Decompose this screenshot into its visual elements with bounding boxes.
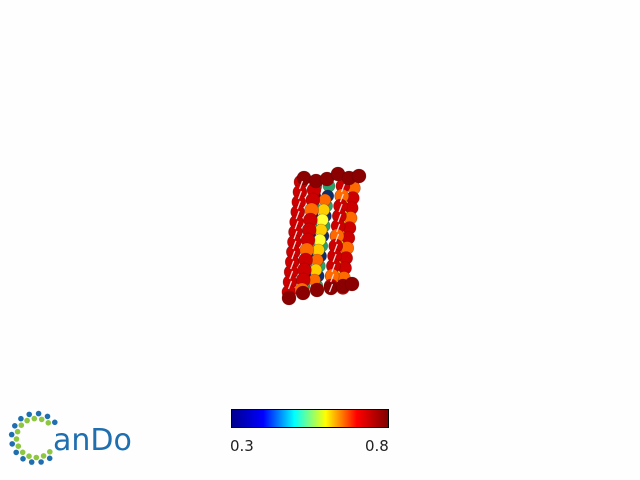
bottom-bead bbox=[344, 276, 360, 292]
logo-bead bbox=[18, 415, 24, 422]
top-bead bbox=[296, 170, 312, 186]
bond-tick bbox=[337, 213, 342, 223]
bond-tick bbox=[328, 283, 334, 293]
bond-tick bbox=[340, 183, 346, 193]
cando-logo: anDo bbox=[8, 404, 138, 474]
logo-bead bbox=[9, 441, 15, 447]
bond-tick bbox=[332, 253, 337, 263]
logo-bead bbox=[40, 453, 47, 459]
logo-bead bbox=[15, 443, 22, 449]
logo-bead bbox=[20, 456, 26, 462]
top-bead bbox=[351, 168, 367, 184]
logo-bead bbox=[38, 416, 45, 423]
dna-origami-model bbox=[281, 166, 367, 306]
bond-tick bbox=[294, 220, 299, 230]
logo-bead bbox=[33, 454, 40, 461]
logo-bead bbox=[19, 449, 26, 456]
bond-tick bbox=[334, 233, 340, 243]
logo-bead bbox=[18, 422, 25, 428]
logo-text: anDo bbox=[53, 423, 132, 458]
bottom-bead bbox=[281, 290, 297, 306]
logo-bead bbox=[35, 410, 42, 417]
bond-tick bbox=[297, 190, 302, 200]
bond-tick bbox=[331, 263, 336, 273]
bond-tick bbox=[330, 273, 335, 283]
logo-bead bbox=[13, 436, 20, 442]
logo-bead bbox=[38, 459, 44, 465]
bond-tick bbox=[336, 223, 341, 233]
logo-bead bbox=[24, 417, 30, 424]
cando-c-helix-icon bbox=[8, 410, 58, 465]
logo-bead bbox=[47, 449, 53, 455]
logo-bead bbox=[28, 459, 35, 465]
bond-tick bbox=[290, 260, 295, 270]
logo-bead bbox=[14, 428, 21, 435]
logo-bead bbox=[13, 449, 19, 456]
color-scale-min-label: 0.3 bbox=[230, 437, 254, 455]
bond-tick bbox=[338, 203, 343, 213]
logo-bead bbox=[8, 431, 15, 438]
logo-bead bbox=[26, 411, 32, 418]
logo-bead bbox=[44, 413, 51, 420]
logo-bead bbox=[26, 453, 32, 459]
bond-tick bbox=[289, 270, 294, 280]
bond-tick bbox=[339, 193, 344, 203]
bond-tick bbox=[295, 210, 300, 220]
logo-bead bbox=[45, 420, 52, 426]
logo-bead bbox=[12, 423, 18, 429]
bond-tick bbox=[287, 280, 293, 290]
logo-bead bbox=[46, 455, 53, 462]
bond-tick bbox=[292, 240, 297, 250]
color-scale-max-label: 0.8 bbox=[365, 437, 389, 455]
logo-bead bbox=[52, 419, 58, 426]
bond-tick bbox=[333, 243, 338, 253]
bottom-bead bbox=[309, 282, 325, 298]
bond-tick bbox=[296, 200, 301, 210]
bond-tick bbox=[293, 230, 298, 240]
3d-viewport[interactable] bbox=[0, 0, 640, 400]
bond-tick bbox=[291, 250, 296, 260]
logo-bead bbox=[31, 415, 38, 422]
color-scale-bar bbox=[231, 409, 389, 428]
bond-tick bbox=[298, 180, 304, 190]
bottom-bead bbox=[295, 285, 311, 301]
